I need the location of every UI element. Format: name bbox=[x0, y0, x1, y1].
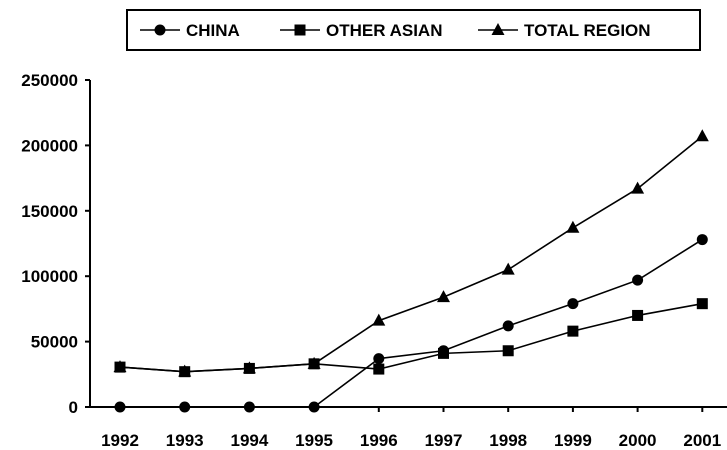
data-point-other-asian bbox=[632, 309, 644, 321]
data-point-total-region bbox=[242, 361, 256, 374]
data-point-total-region bbox=[695, 129, 709, 142]
legend-box bbox=[126, 9, 701, 51]
series-layer bbox=[113, 129, 709, 413]
axes: 0 50000 100000 150000 200000 250000 1992 1993 19… bbox=[21, 71, 727, 450]
x-tick-label: 1996 bbox=[360, 431, 398, 450]
y-tick-label: 0 bbox=[69, 398, 78, 417]
legend-label: CHINA bbox=[186, 21, 240, 40]
x-tick-label: 1999 bbox=[554, 431, 592, 450]
y-tick-label: 150000 bbox=[21, 202, 78, 221]
data-point-other-asian bbox=[567, 325, 579, 337]
legend-marker bbox=[294, 24, 306, 36]
data-point-other-asian bbox=[438, 347, 449, 359]
legend-item-total-region: TOTAL REGION bbox=[478, 21, 651, 40]
x-tick-label: 1997 bbox=[425, 431, 463, 450]
data-point-total-region bbox=[437, 290, 450, 303]
series-total-region bbox=[113, 129, 709, 377]
data-point-total-region bbox=[307, 356, 321, 369]
y-tick-label: 50000 bbox=[31, 333, 78, 352]
series-china bbox=[114, 234, 708, 413]
data-point-total-region bbox=[178, 364, 192, 377]
data-point-china bbox=[179, 401, 191, 413]
legend-label: OTHER ASIAN bbox=[326, 21, 443, 40]
data-point-total-region bbox=[631, 181, 645, 194]
legend-label: TOTAL REGION bbox=[524, 21, 651, 40]
legend-item-china: CHINA bbox=[140, 21, 240, 40]
x-tick-label: 1995 bbox=[295, 431, 333, 450]
data-point-total-region bbox=[566, 220, 580, 233]
data-point-china bbox=[502, 320, 514, 332]
x-tick-label: 1998 bbox=[489, 431, 527, 450]
x-tick-label: 1993 bbox=[166, 431, 204, 450]
x-tick-label: 1994 bbox=[230, 431, 268, 450]
data-point-china bbox=[243, 401, 255, 413]
data-point-china bbox=[308, 401, 320, 413]
series-line-other-asian bbox=[119, 302, 703, 373]
data-point-total-region bbox=[372, 313, 386, 326]
series-line-total-region bbox=[119, 135, 703, 373]
series-line-china bbox=[120, 238, 703, 408]
legend-marker bbox=[154, 24, 166, 36]
y-tick-label: 200000 bbox=[21, 136, 78, 155]
legend-item-other-asian: OTHER ASIAN bbox=[280, 21, 443, 40]
data-point-total-region bbox=[501, 262, 515, 275]
data-point-other-asian bbox=[696, 298, 708, 310]
x-tick-label: 2000 bbox=[619, 431, 657, 450]
data-point-china bbox=[114, 401, 126, 413]
data-point-china bbox=[696, 234, 708, 246]
x-tick-label: 1992 bbox=[101, 431, 139, 450]
data-point-total-region bbox=[113, 360, 127, 373]
data-point-other-asian bbox=[502, 345, 514, 357]
legend: CHINA OTHER ASIAN TOTAL REGION bbox=[126, 9, 701, 51]
y-tick-label: 100000 bbox=[21, 267, 78, 286]
data-point-china bbox=[632, 274, 644, 286]
y-tick-label: 250000 bbox=[21, 71, 78, 90]
x-tick-label: 2001 bbox=[683, 431, 721, 450]
data-point-china bbox=[567, 298, 579, 310]
data-point-other-asian bbox=[373, 363, 385, 375]
legend-marker bbox=[491, 23, 505, 35]
series-other-asian bbox=[114, 298, 708, 378]
data-point-china bbox=[373, 353, 385, 365]
